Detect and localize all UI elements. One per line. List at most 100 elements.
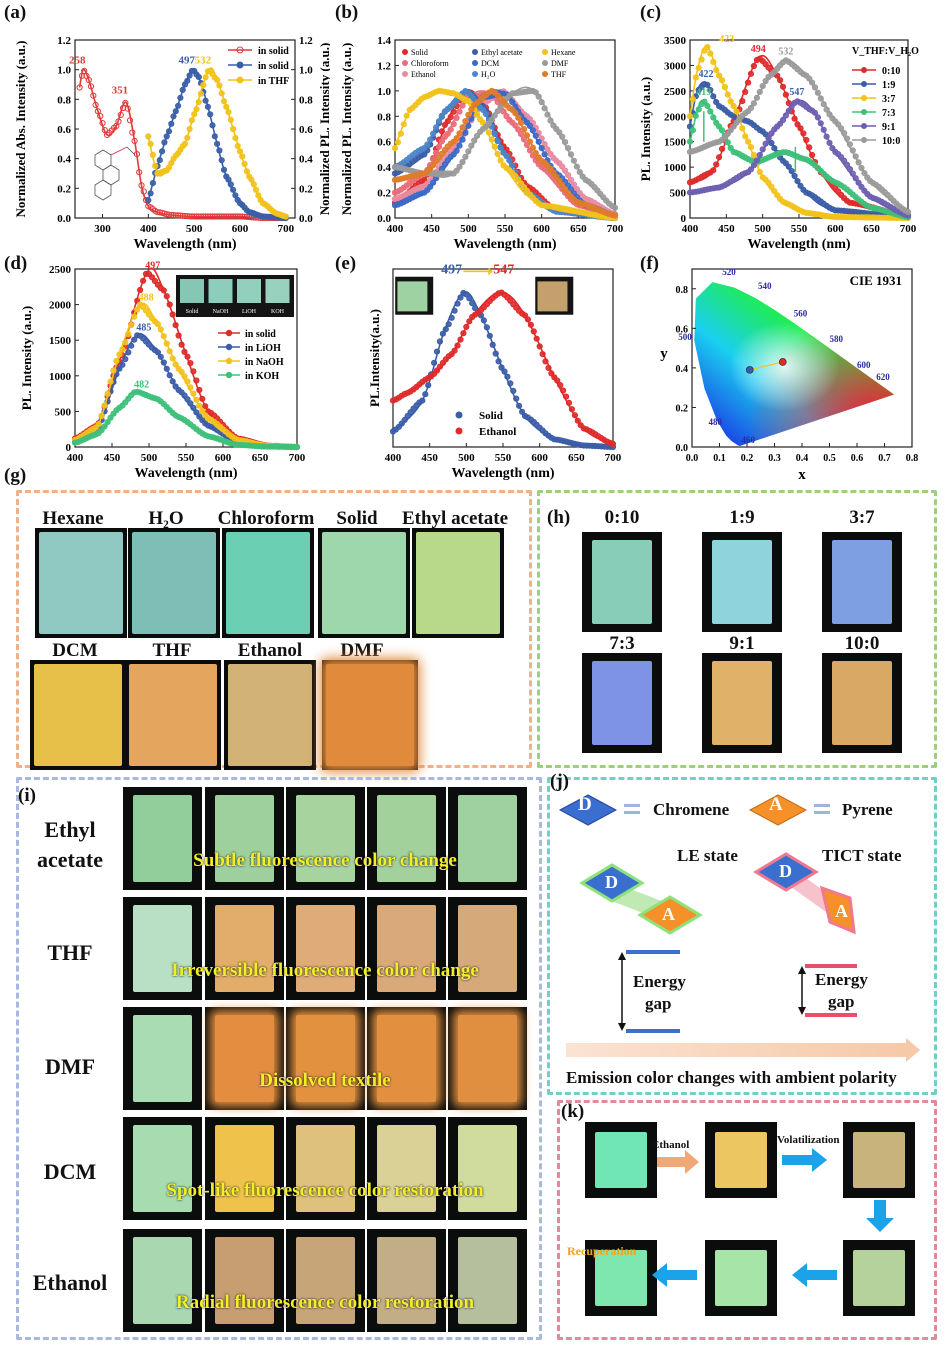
series-marker-e-1-25 [463, 323, 470, 331]
y-tick-label-d-3: 1500 [49, 335, 72, 347]
h-fabric-5 [832, 661, 892, 745]
series-marker-c-2-9 [713, 67, 720, 74]
series-marker-a-1-15 [179, 86, 186, 94]
i-fabric-4-3 [377, 1237, 436, 1324]
g-label-2: Chloroform [217, 508, 315, 529]
series-marker-d-2-21 [134, 306, 141, 313]
i-fabric-2-1 [215, 1015, 274, 1102]
k-fabric-4 [715, 1250, 767, 1306]
series-marker-d-0-30 [160, 287, 167, 294]
i-row-label-1: THF [47, 940, 93, 965]
g-fabric-6 [129, 664, 217, 766]
legend-label-c-5: 10:0 [882, 136, 900, 147]
x-tick-label-c-6: 700 [900, 223, 917, 235]
series-marker-c-0-8 [710, 167, 717, 174]
series-marker-a-0-48 [186, 213, 193, 220]
panel-letter-a: (a) [4, 2, 27, 23]
j-le-state-label: LE state [677, 846, 738, 865]
series-marker-a-0-26 [136, 169, 143, 176]
series-marker-a-0-46 [181, 212, 189, 220]
chart-c: 400 450 500 550 600 650 700 0 500 1000 1500 2000 250… [638, 34, 919, 252]
y-axis-label-d: PL. Intensity (a.u.) [19, 306, 34, 410]
series-marker-c-2-18 [739, 125, 746, 132]
series-marker-c-2-14 [727, 98, 734, 105]
i-photo-2-0 [123, 1007, 202, 1110]
k-photo-0 [585, 1122, 657, 1198]
series-marker-c-5-57 [852, 153, 859, 160]
series-marker-c-4-45 [817, 120, 824, 127]
series-marker-d-2-20 [131, 313, 138, 320]
series-marker-e-0-34 [489, 341, 496, 348]
series-marker-a-0-18 [117, 111, 124, 119]
series-marker-a-2-0 [145, 133, 152, 140]
series-marker-b-7-53 [547, 117, 554, 124]
series-marker-e-1-48 [530, 328, 537, 335]
series-marker-e-0-40 [507, 380, 514, 387]
y-axis-label-c: PL. Intensity (a.u.) [638, 77, 653, 181]
series-marker-c-2-21 [747, 144, 755, 151]
series-marker-c-3-1 [689, 127, 697, 134]
i-photo-0-4 [448, 787, 527, 890]
g-fabric-2 [226, 532, 310, 634]
series-marker-b-0-10 [421, 176, 428, 183]
chart-title-f: CIE 1931 [850, 273, 902, 288]
legend-marker-d-3 [225, 371, 233, 379]
x-tick-label-b-1: 450 [423, 223, 440, 235]
legend-label-b-1: Chloroform [411, 59, 450, 68]
series-marker-b-2-52 [544, 146, 551, 153]
x-tick-label-e-5: 650 [568, 452, 585, 464]
series-marker-b-6-2 [397, 130, 405, 137]
locus-label-5: 560 [794, 308, 808, 318]
i-photo-3-4 [448, 1117, 527, 1220]
series-marker-d-2-19 [128, 322, 135, 329]
series-marker-c-4-21 [747, 166, 755, 173]
series-marker-c-0-36 [791, 115, 798, 122]
series-marker-d-0-38 [184, 353, 191, 360]
i-row-label-3: DCM [43, 1159, 97, 1184]
series-marker-b-2-62 [573, 186, 580, 193]
locus-label-1: 480 [709, 417, 723, 427]
i-photo-0-2 [286, 787, 365, 890]
series-marker-c-5-47 [823, 106, 830, 113]
series-marker-a-2-42 [241, 160, 248, 167]
i-fabric-0-3 [377, 795, 436, 882]
i-photo-2-3 [367, 1007, 446, 1110]
j-tict-state-label: TICT state [822, 846, 902, 865]
i-fabric-0-0 [133, 795, 192, 882]
k-photo-2 [843, 1122, 915, 1198]
x-tick-label-f-2: 0.2 [741, 453, 754, 464]
series-marker-c-2-12 [721, 84, 729, 91]
y-axis-label-a: Normalized Abs. Intensity (a.u.) [13, 41, 28, 218]
y-tick-label-c-3: 1500 [664, 137, 687, 149]
series-marker-a-1-11 [170, 113, 177, 120]
series-marker-a-2-37 [230, 125, 237, 133]
series-marker-c-0-19 [742, 88, 749, 96]
series-marker-a-0-62 [218, 213, 225, 220]
h-photo-0 [582, 532, 662, 632]
series-marker-a-2-20 [191, 111, 198, 118]
series-marker-a-2-33 [220, 98, 228, 105]
molecule-bond-1 [110, 146, 128, 156]
series-marker-a-2-40 [236, 148, 244, 155]
j-acceptor-legend-letter: A [769, 794, 783, 815]
series-marker-b-5-11 [424, 141, 431, 148]
i-fabric-0-2 [296, 795, 355, 882]
series-marker-b-0-20 [450, 108, 457, 115]
series-marker-b-7-62 [573, 163, 580, 170]
series-marker-d-2-18 [125, 330, 132, 338]
series-marker-b-4-21 [453, 147, 460, 154]
y-tick-label-b-5: 1.0 [377, 86, 391, 98]
series-marker-c-5-53 [841, 130, 848, 137]
legend-label-b-3: Ethyl acetate [481, 48, 523, 57]
series-marker-a-0-52 [195, 213, 202, 220]
y-tick-label-d-4: 2000 [49, 300, 72, 312]
series-marker-a-1-22 [195, 74, 202, 81]
legend-marker-b-2 [402, 71, 408, 77]
series-marker-a-1-27 [207, 111, 214, 118]
le-lower-level [626, 1029, 680, 1033]
series-marker-b-1-37 [500, 108, 507, 115]
series-marker-b-8-46 [526, 138, 533, 145]
series-marker-c-5-58 [855, 159, 862, 166]
series-marker-b-1-18 [444, 130, 451, 137]
series-marker-a-0-65 [225, 213, 232, 220]
